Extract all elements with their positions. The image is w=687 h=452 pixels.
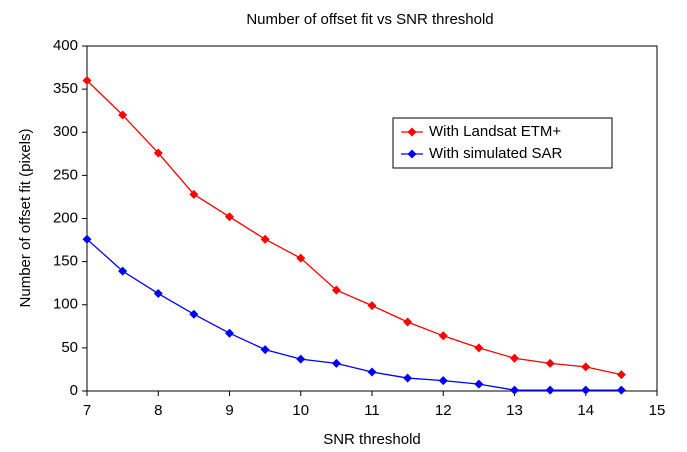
data-point	[403, 373, 413, 383]
data-point	[82, 76, 92, 85]
data-point	[296, 354, 306, 364]
data-point	[260, 234, 270, 244]
y-tick-label: 400	[53, 37, 78, 54]
data-point	[367, 367, 377, 377]
data-point	[438, 331, 448, 341]
data-point	[438, 376, 448, 386]
series-line	[86, 80, 622, 376]
legend-marker	[407, 149, 417, 159]
legend-marker	[407, 127, 417, 137]
data-point	[118, 110, 128, 120]
data-point	[260, 345, 270, 355]
data-point	[403, 317, 413, 327]
x-tick-label: 11	[364, 402, 380, 419]
data-point	[296, 253, 306, 263]
y-tick-label: 200	[53, 209, 78, 226]
y-tick-label: 350	[53, 80, 78, 97]
data-point	[331, 285, 341, 295]
data-point	[153, 289, 163, 299]
legend-label: With simulated SAR	[429, 145, 563, 162]
data-point	[225, 212, 234, 222]
data-point	[225, 328, 234, 338]
y-axis-label: Number of offset fit (pixels)	[17, 129, 34, 308]
legend-label: With Landsat ETM+	[429, 123, 561, 140]
data-point	[545, 385, 555, 395]
data-point	[616, 370, 626, 380]
data-point	[510, 353, 519, 363]
x-tick-label: 12	[435, 402, 452, 419]
x-tick-label: 8	[154, 402, 162, 419]
chart-title: Number of offset fit vs SNR threshold	[246, 11, 493, 28]
x-tick-label: 9	[225, 402, 233, 419]
plot-frame	[86, 45, 658, 392]
data-point	[510, 385, 519, 395]
y-tick-label: 300	[53, 123, 78, 140]
legend-box	[392, 117, 613, 169]
x-tick-label: 14	[577, 402, 594, 419]
data-point	[367, 301, 377, 311]
x-axis-label: SNR threshold	[323, 431, 421, 448]
data-point	[616, 385, 626, 395]
y-tick-label: 0	[70, 382, 78, 399]
series-line	[86, 238, 622, 391]
x-tick-label: 10	[292, 402, 309, 419]
y-tick-label: 150	[53, 253, 78, 270]
data-point	[118, 266, 128, 276]
data-point	[545, 358, 555, 368]
x-tick-label: 13	[506, 402, 523, 419]
data-point	[581, 385, 591, 395]
y-tick-label: 250	[53, 166, 78, 183]
data-point	[581, 362, 591, 372]
data-point	[82, 234, 92, 244]
y-tick-label: 100	[53, 296, 78, 313]
y-tick-label: 50	[61, 339, 78, 356]
data-point	[474, 343, 484, 353]
data-point	[474, 379, 484, 389]
data-point	[189, 309, 199, 319]
data-point	[331, 358, 341, 368]
x-tick-label: 15	[649, 402, 666, 419]
data-point	[153, 148, 163, 158]
data-point	[189, 189, 199, 199]
x-tick-label: 7	[83, 402, 91, 419]
